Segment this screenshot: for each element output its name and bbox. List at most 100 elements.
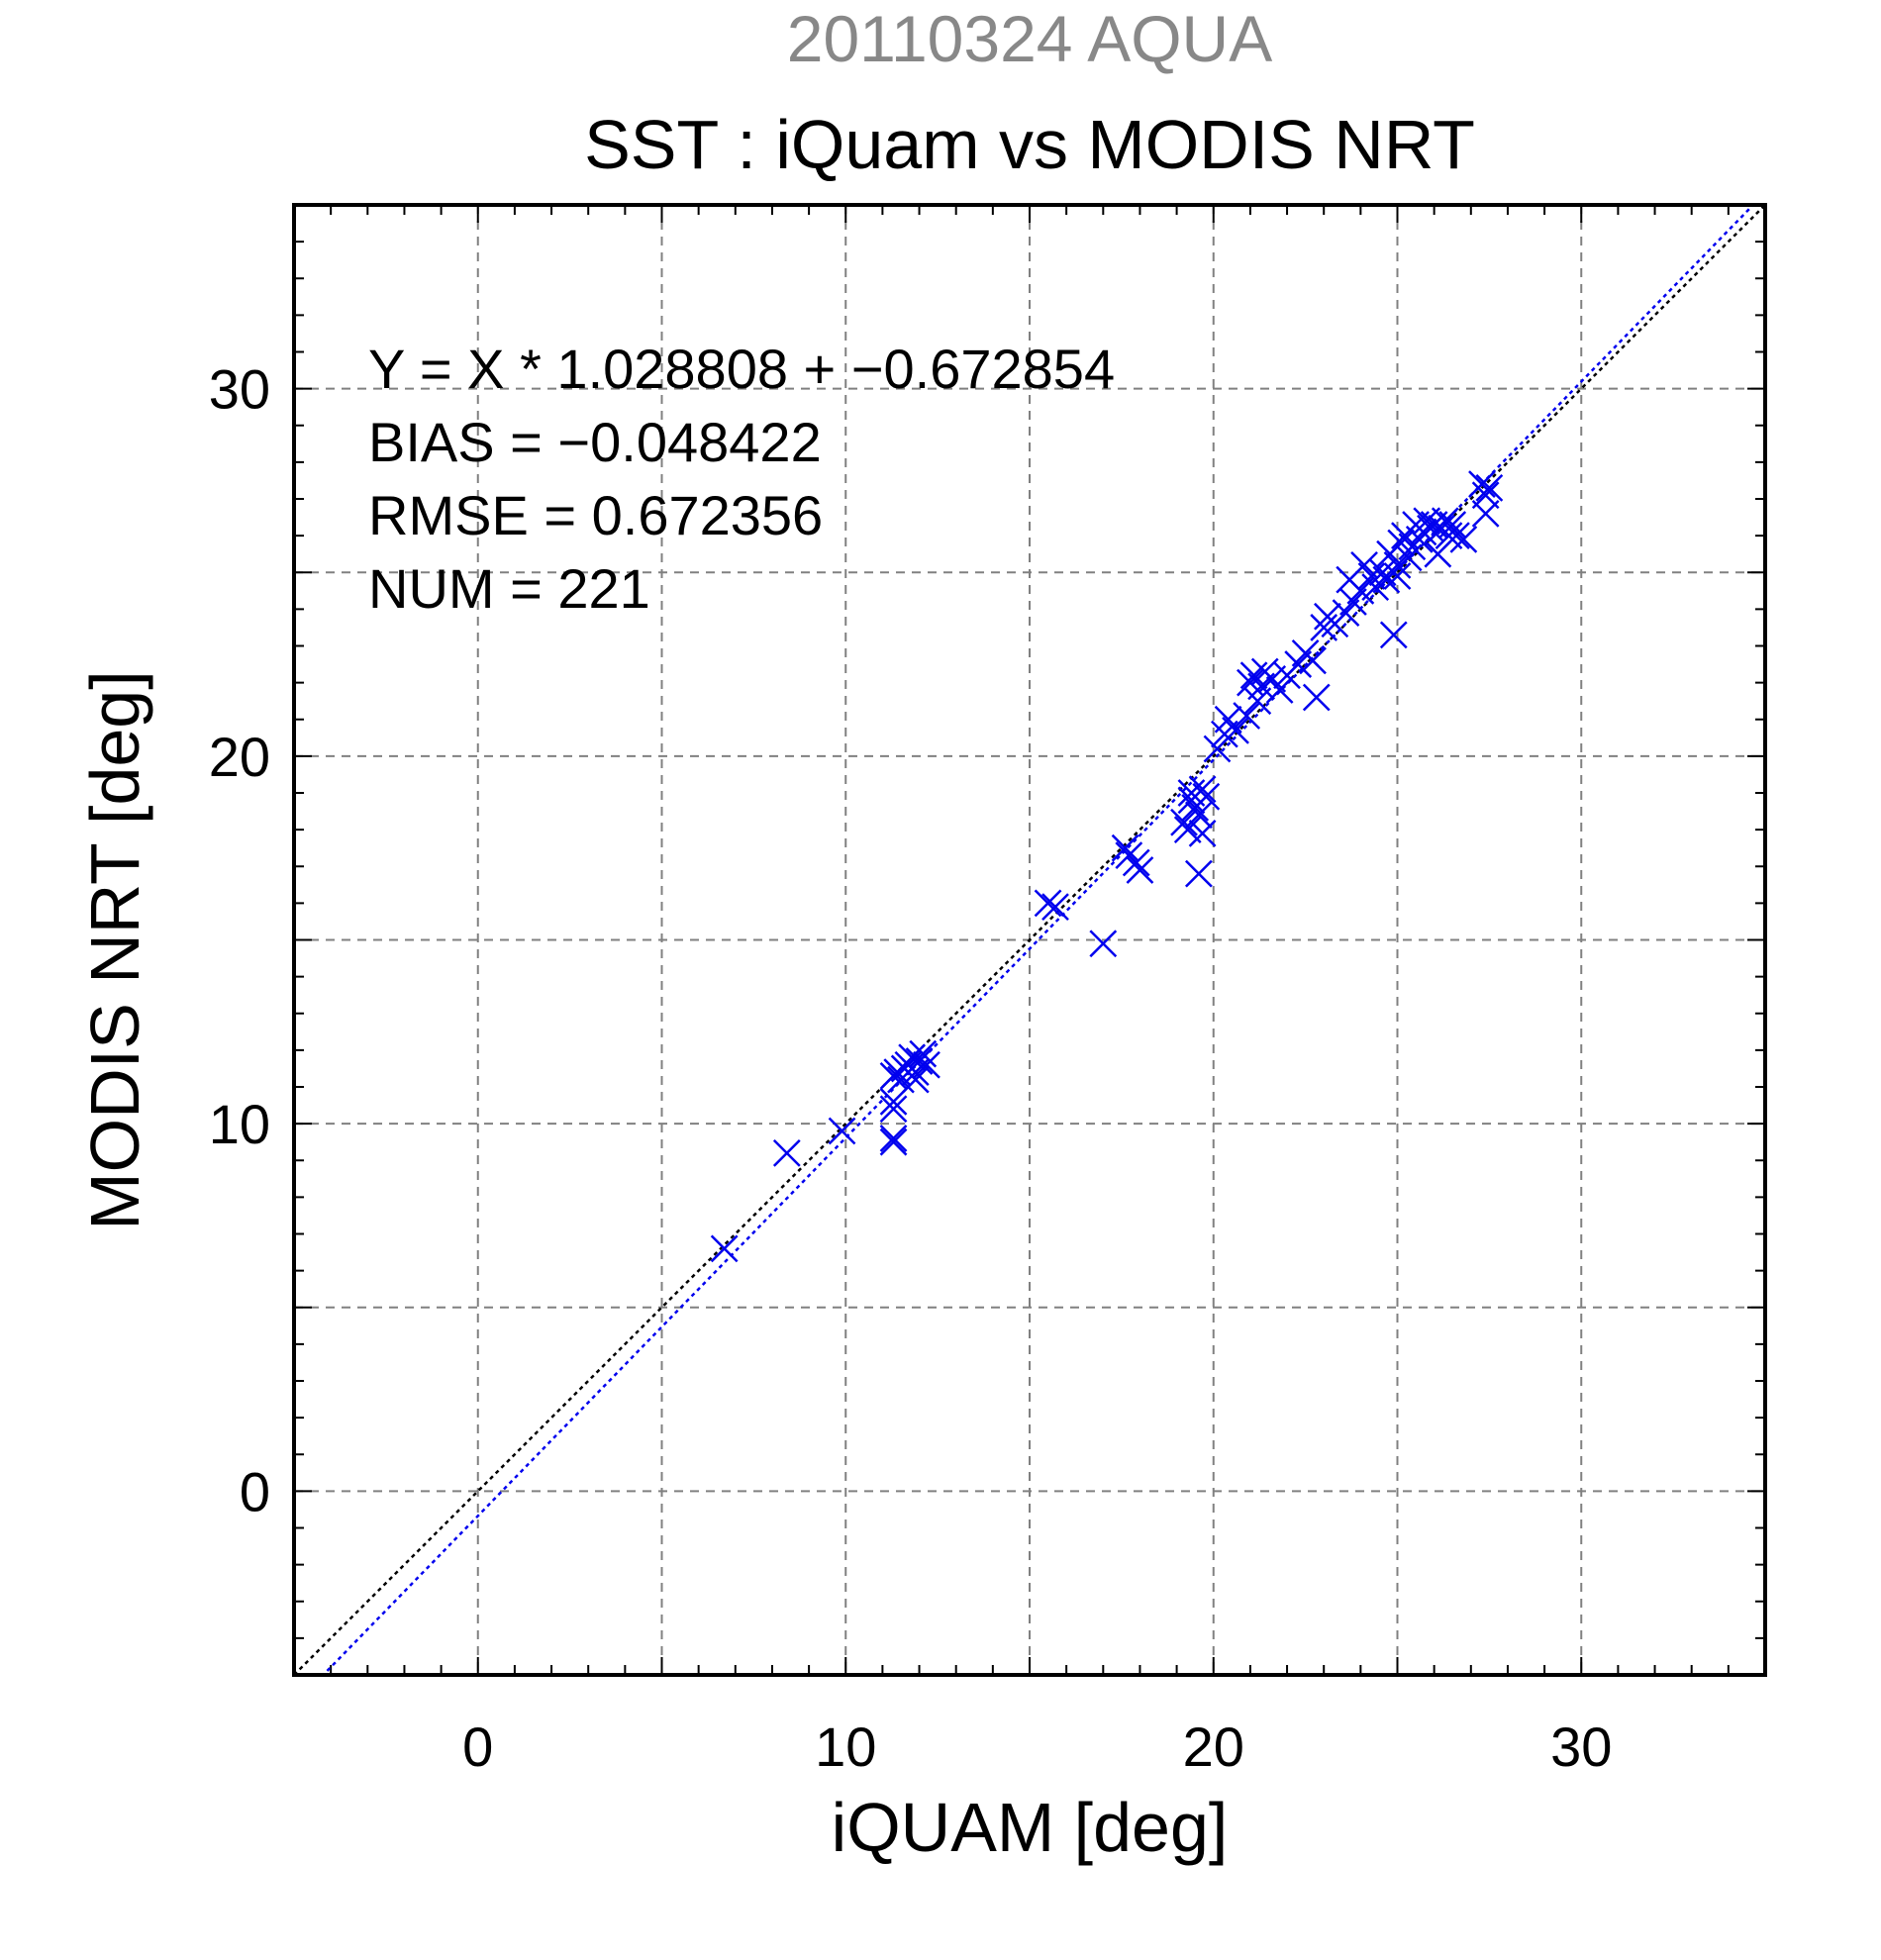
data-point [1468, 470, 1496, 499]
x-tick-label: 30 [1550, 1715, 1612, 1778]
data-point [710, 1234, 739, 1263]
data-point [1089, 930, 1118, 958]
data-point [1438, 511, 1467, 539]
x-tick-label: 10 [815, 1715, 876, 1778]
data-point-stroke [1431, 507, 1459, 536]
data-point [1188, 775, 1217, 804]
data-point-stroke [1471, 481, 1500, 510]
data-point [879, 1095, 908, 1124]
y-axis-label: MODIS NRT [deg] [76, 670, 153, 1229]
data-point-stroke [1185, 801, 1213, 830]
data-point-stroke [879, 1125, 908, 1152]
data-point [828, 1117, 856, 1145]
data-point-stroke [1383, 562, 1412, 590]
data-point-stroke [1192, 782, 1221, 811]
data-point-stroke [772, 1138, 801, 1167]
data-point [1387, 529, 1416, 557]
data-point [909, 1039, 938, 1068]
data-point [1188, 819, 1217, 847]
data-point-stroke [1188, 819, 1217, 847]
data-point-stroke [879, 1087, 908, 1116]
data-point [1372, 565, 1401, 594]
y-tick-label: 20 [209, 726, 270, 788]
one-to-one-line [294, 205, 1765, 1675]
data-point-stroke [1177, 779, 1206, 807]
data-point [905, 1047, 934, 1075]
data-points [710, 470, 1504, 1263]
x-axis-label: iQUAM [deg] [832, 1789, 1229, 1866]
data-point [901, 1065, 930, 1094]
data-point-stroke [1233, 702, 1261, 730]
data-point-stroke [879, 1095, 908, 1124]
chart-supertitle: 20110324 AQUA [787, 2, 1273, 75]
data-point-stroke [1442, 522, 1470, 550]
data-point [1126, 856, 1154, 884]
data-point [772, 1138, 801, 1167]
data-point [1265, 676, 1294, 704]
data-point-stroke [1468, 470, 1496, 499]
x-tick-label: 0 [462, 1715, 493, 1778]
data-point-stroke [901, 1065, 930, 1094]
data-point-stroke [1350, 550, 1378, 579]
data-point-stroke [1041, 893, 1069, 921]
regression-fit-line [321, 205, 1755, 1675]
stats-line-bias: BIAS = −0.048422 [368, 411, 822, 473]
reference-lines [294, 205, 1765, 1675]
data-point-stroke [1379, 621, 1408, 649]
x-tick-label: 20 [1183, 1715, 1244, 1778]
data-point-stroke [1239, 661, 1268, 690]
data-point [1170, 808, 1198, 836]
data-point-stroke [1372, 565, 1401, 594]
data-point-stroke [1111, 833, 1139, 862]
data-point-stroke [905, 1047, 934, 1075]
data-point [1034, 889, 1062, 918]
data-point-stroke [909, 1039, 938, 1068]
data-point-stroke [1222, 717, 1249, 744]
data-point [1122, 848, 1150, 877]
data-point [1222, 717, 1249, 744]
data-point-stroke [1173, 816, 1202, 844]
data-point-stroke [1188, 775, 1217, 804]
data-point [913, 1050, 940, 1079]
data-point [1379, 621, 1408, 649]
data-point-stroke [1302, 683, 1331, 712]
data-point-stroke [1265, 676, 1294, 704]
data-point-stroke [1170, 808, 1198, 836]
data-point-stroke [1435, 522, 1463, 550]
data-point-stroke [1122, 848, 1150, 877]
data-point [1475, 473, 1504, 502]
data-point-stroke [1387, 529, 1416, 557]
data-point [1111, 833, 1139, 862]
data-point [1442, 522, 1470, 550]
tick-labels: 0 10 20 30 0 10 20 30 [209, 358, 1613, 1778]
stats-annotation: Y = X * 1.028808 + −0.672854 BIAS = −0.0… [368, 338, 1115, 620]
y-tick-label: 0 [240, 1460, 270, 1522]
data-point-stroke [1237, 668, 1264, 697]
data-point [1237, 668, 1264, 697]
data-point-stroke [1368, 558, 1397, 587]
data-point [1394, 543, 1423, 572]
data-point-stroke [1394, 543, 1423, 572]
chart-title: SST : iQuam vs MODIS NRT [584, 106, 1475, 183]
data-point [1449, 525, 1478, 553]
data-point [1302, 683, 1331, 712]
data-point-stroke [1357, 562, 1386, 590]
plot-frame [292, 203, 1767, 1677]
data-point-stroke [1449, 525, 1478, 553]
data-point [1233, 702, 1261, 730]
data-point [1383, 562, 1412, 590]
data-point-stroke [1126, 856, 1154, 884]
stats-line-fit: Y = X * 1.028808 + −0.672854 [368, 338, 1115, 400]
data-point [1185, 859, 1213, 888]
data-point-stroke [913, 1050, 940, 1079]
y-tick-label: 30 [209, 358, 270, 421]
data-point [1471, 481, 1500, 510]
data-point [1192, 782, 1221, 811]
data-point [1299, 646, 1327, 675]
data-point [879, 1127, 908, 1156]
data-point [1041, 893, 1069, 921]
data-point [1310, 614, 1338, 641]
data-point-stroke [1299, 646, 1327, 675]
data-point-stroke [1089, 930, 1118, 958]
